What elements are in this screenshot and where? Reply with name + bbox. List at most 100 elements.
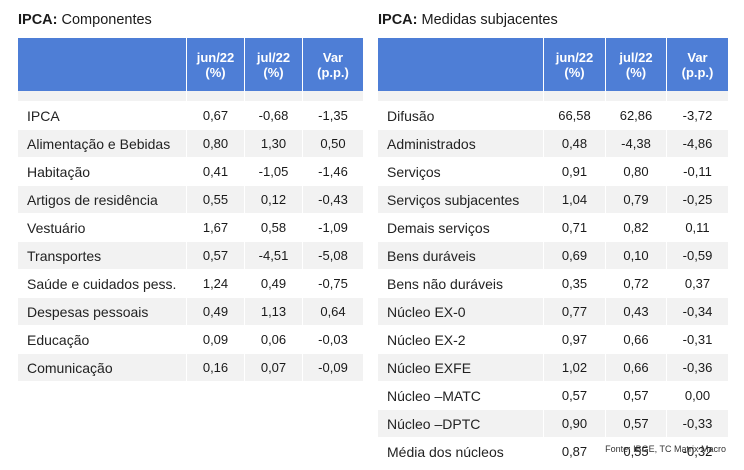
cell-jul: 0,57 (606, 410, 667, 438)
core-measures-table: jun/22 (%) jul/22 (%) Var (p.p.) Difusão 66,… (378, 38, 728, 466)
table-row: Despesas pessoais 0,49 1,13 0,64 (18, 298, 363, 326)
cell-jul: -1,05 (245, 158, 303, 186)
core-measures-header-row: jun/22 (%) jul/22 (%) Var (p.p.) (378, 38, 728, 91)
header-jun: jun/22 (%) (187, 38, 245, 91)
cell-var: 0,50 (303, 130, 363, 158)
cell-var: 0,37 (667, 270, 728, 298)
row-label: Educação (18, 326, 187, 354)
cell-var: -0,33 (667, 410, 728, 438)
source-note: Fonte: IBGE, TC Matrix Macro (605, 444, 726, 454)
row-label: Saúde e cuidados pess. (18, 270, 187, 298)
cell-jul: 0,58 (245, 214, 303, 242)
cell-var: -0,25 (667, 186, 728, 214)
table-spacer-row (378, 91, 728, 102)
header-jul: jul/22 (%) (606, 38, 667, 91)
cell-var: -0,34 (667, 298, 728, 326)
cell-jun: 0,80 (187, 130, 245, 158)
cell-jun: 66,58 (544, 102, 606, 130)
cell-var: -0,09 (303, 354, 363, 382)
cell-jun: 0,48 (544, 130, 606, 158)
components-panel: IPCA: Componentes jun/22 (%) jul/22 (%) Va… (18, 0, 363, 382)
cell-var: -0,75 (303, 270, 363, 298)
table-row: Núcleo –MATC 0,57 0,57 0,00 (378, 382, 728, 410)
cell-jun: 0,09 (187, 326, 245, 354)
cell-var: -0,03 (303, 326, 363, 354)
cell-var: -0,59 (667, 242, 728, 270)
components-title: IPCA: Componentes (18, 12, 152, 28)
row-label: Artigos de residência (18, 186, 187, 214)
row-label: Núcleo EX-2 (378, 326, 544, 354)
table-row: Núcleo –DPTC 0,90 0,57 -0,33 (378, 410, 728, 438)
table-row: Bens duráveis 0,69 0,10 -0,59 (378, 242, 728, 270)
cell-jun: 0,69 (544, 242, 606, 270)
cell-jul: -0,68 (245, 102, 303, 130)
header-jul: jul/22 (%) (245, 38, 303, 91)
cell-jun: 0,71 (544, 214, 606, 242)
components-header-row: jun/22 (%) jul/22 (%) Var (p.p.) (18, 38, 363, 91)
cell-jun: 0,97 (544, 326, 606, 354)
cell-var: 0,64 (303, 298, 363, 326)
cell-var: -1,35 (303, 102, 363, 130)
row-label: IPCA (18, 102, 187, 130)
cell-jun: 0,91 (544, 158, 606, 186)
cell-jun: 0,87 (544, 438, 606, 466)
cell-jun: 1,04 (544, 186, 606, 214)
cell-var: -0,11 (667, 158, 728, 186)
row-label: Administrados (378, 130, 544, 158)
cell-var: 0,11 (667, 214, 728, 242)
core-measures-panel: IPCA: Medidas subjacentes jun/22 (%) jul/… (378, 0, 728, 466)
cell-jul: 62,86 (606, 102, 667, 130)
table-row: Difusão 66,58 62,86 -3,72 (378, 102, 728, 130)
cell-jun: 0,16 (187, 354, 245, 382)
table-row: Serviços subjacentes 1,04 0,79 -0,25 (378, 186, 728, 214)
row-label: Serviços subjacentes (378, 186, 544, 214)
table-row: Comunicação 0,16 0,07 -0,09 (18, 354, 363, 382)
cell-var: -0,36 (667, 354, 728, 382)
table-row: Demais serviços 0,71 0,82 0,11 (378, 214, 728, 242)
cell-jun: 0,67 (187, 102, 245, 130)
cell-jul: 0,12 (245, 186, 303, 214)
cell-jul: 0,55 (606, 438, 667, 466)
row-label: Transportes (18, 242, 187, 270)
cell-jul: 0,66 (606, 326, 667, 354)
row-label: Média dos núcleos (378, 438, 544, 466)
cell-jun: 0,57 (544, 382, 606, 410)
cell-jun: 1,02 (544, 354, 606, 382)
cell-jul: 0,49 (245, 270, 303, 298)
core-measures-title: IPCA: Medidas subjacentes (378, 12, 558, 28)
cell-jul: 0,72 (606, 270, 667, 298)
table-row: Núcleo EX-2 0,97 0,66 -0,31 (378, 326, 728, 354)
cell-jun: 0,90 (544, 410, 606, 438)
cell-jul: 0,82 (606, 214, 667, 242)
cell-var: -3,72 (667, 102, 728, 130)
row-label: Serviços (378, 158, 544, 186)
cell-jun: 0,77 (544, 298, 606, 326)
cell-jul: 0,07 (245, 354, 303, 382)
row-label: Bens não duráveis (378, 270, 544, 298)
cell-var: 0,00 (667, 382, 728, 410)
table-row: IPCA 0,67 -0,68 -1,35 (18, 102, 363, 130)
cell-var: -0,43 (303, 186, 363, 214)
table-row: Média dos núcleos 0,87 0,55 -0,32 (378, 438, 728, 466)
cell-jul: 0,06 (245, 326, 303, 354)
table-row: Administrados 0,48 -4,38 -4,86 (378, 130, 728, 158)
header-var: Var (p.p.) (303, 38, 363, 91)
row-label: Despesas pessoais (18, 298, 187, 326)
table-row: Saúde e cuidados pess. 1,24 0,49 -0,75 (18, 270, 363, 298)
cell-jun: 1,67 (187, 214, 245, 242)
cell-jul: 0,66 (606, 354, 667, 382)
cell-var: -1,46 (303, 158, 363, 186)
cell-var: -0,31 (667, 326, 728, 354)
table-spacer-row (18, 91, 363, 102)
row-label: Núcleo –DPTC (378, 410, 544, 438)
row-label: Comunicação (18, 354, 187, 382)
table-row: Bens não duráveis 0,35 0,72 0,37 (378, 270, 728, 298)
cell-jun: 0,35 (544, 270, 606, 298)
cell-var: -0,32 (667, 438, 728, 466)
cell-jun: 0,41 (187, 158, 245, 186)
table-row: Vestuário 1,67 0,58 -1,09 (18, 214, 363, 242)
row-label: Núcleo EXFE (378, 354, 544, 382)
table-row: Artigos de residência 0,55 0,12 -0,43 (18, 186, 363, 214)
cell-jul: 0,79 (606, 186, 667, 214)
header-var: Var (p.p.) (667, 38, 728, 91)
